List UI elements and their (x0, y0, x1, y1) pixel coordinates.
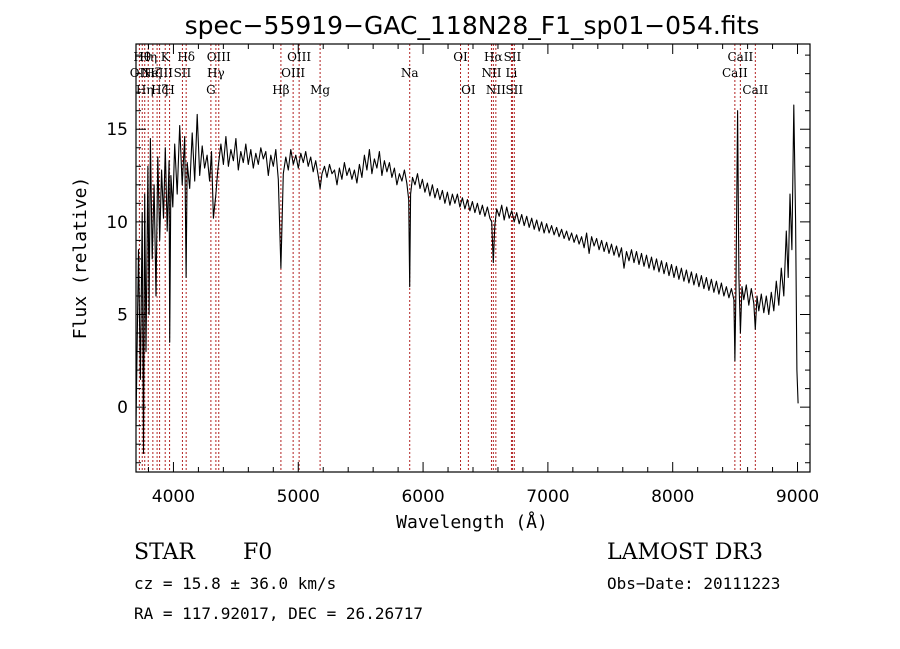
line-marker-label-1: Hθ (133, 50, 151, 64)
line-marker-label-15: OIII (281, 66, 305, 80)
line-marker-label-14: Hβ (272, 83, 289, 97)
y-axis-ticks: 0 5 10 15 (106, 54, 810, 464)
x-tick-label-6000: 6000 (401, 487, 444, 507)
object-class: STAR (134, 540, 195, 565)
x-tick-label-8000: 8000 (651, 487, 694, 507)
x-tick-label-7000: 7000 (526, 487, 569, 507)
line-marker-label-7: K (161, 50, 171, 64)
spectral-line-labels: OIIHθHηHηHζNeIIIHζKHSIIHδGHγOIIIHβOIIIOI… (130, 50, 769, 97)
redshift-cz: cz = 15.8 ± 36.0 km/s (134, 574, 337, 593)
y-tick-label-5: 5 (117, 306, 128, 326)
ra-dec-coordinates: RA = 117.92017, DEC = 26.26717 (134, 604, 423, 623)
line-marker-label-19: OI (453, 50, 468, 64)
x-tick-label-5000: 5000 (277, 487, 320, 507)
plot-frame (135, 43, 811, 473)
line-marker-label-0: OII (130, 66, 150, 80)
survey-name: LAMOST DR3 (607, 540, 763, 565)
line-marker-label-24: Li (506, 66, 518, 80)
chart-title: spec−55919−GAC_118N28_F1_sp01−054.fits (185, 11, 760, 40)
y-axis-label: Flux (relative) (70, 177, 91, 340)
line-marker-label-9: SII (174, 66, 192, 80)
y-tick-label-0: 0 (117, 398, 128, 418)
y-tick-label-15: 15 (106, 120, 128, 140)
line-marker-label-29: CaII (742, 83, 768, 97)
line-marker-label-5: NeIII (141, 66, 173, 80)
object-subclass: F0 (243, 540, 273, 565)
line-marker-label-22: Hα (484, 50, 503, 64)
line-marker-label-28: CaII (727, 50, 753, 64)
spectrum-series-line (135, 104, 799, 455)
line-marker-label-3: Hη (139, 50, 157, 64)
line-marker-label-16: OIII (287, 50, 311, 64)
line-marker-label-12: Hγ (207, 66, 225, 80)
x-axis-label: Wavelength (Å) (396, 511, 548, 533)
line-marker-label-13: OIII (207, 50, 231, 64)
spectral-line-markers (138, 44, 756, 472)
line-marker-label-4: Hζ (144, 66, 161, 80)
observation-date: Obs−Date: 20111223 (607, 574, 781, 593)
line-marker-label-27: CaII (722, 66, 748, 80)
line-marker-label-8: H (164, 83, 174, 97)
line-marker-label-10: Hδ (177, 50, 195, 64)
y-tick-label-10: 10 (106, 213, 128, 233)
line-marker-label-26: SII (505, 83, 523, 97)
x-tick-label-4000: 4000 (152, 487, 195, 507)
line-marker-label-18: Na (401, 66, 419, 80)
line-marker-label-25: SII (504, 50, 522, 64)
line-marker-label-23: NII (486, 83, 506, 97)
x-axis-ticks: 4000 5000 6000 7000 8000 9000 (147, 44, 819, 507)
line-marker-label-6: Hζ (151, 83, 168, 97)
line-marker-label-2: Hη (136, 83, 154, 97)
line-marker-label-17: Mg (310, 83, 330, 97)
line-marker-label-11: G (206, 83, 216, 97)
line-marker-label-21: NII (481, 66, 501, 80)
line-marker-label-20: OI (461, 83, 476, 97)
x-tick-label-9000: 9000 (776, 487, 819, 507)
